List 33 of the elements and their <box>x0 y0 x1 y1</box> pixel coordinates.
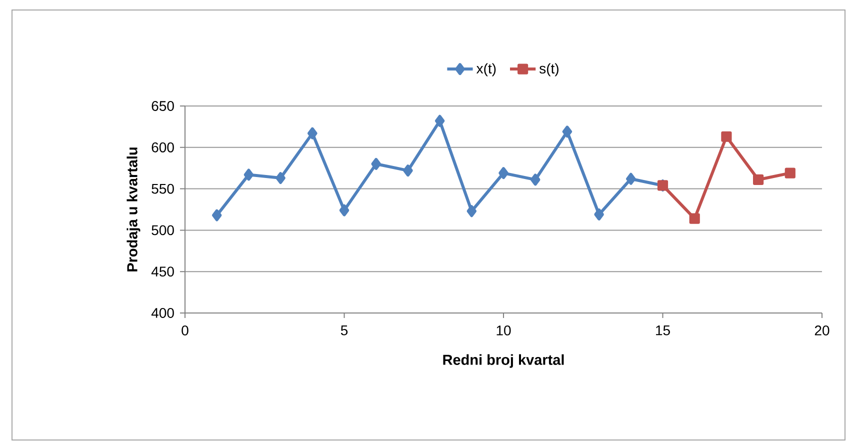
y-tick-label: 500 <box>152 225 174 236</box>
point <box>784 168 796 178</box>
point <box>562 126 572 138</box>
y-tick-label: 650 <box>152 101 174 111</box>
legend-label: s(t) <box>540 63 558 76</box>
x-tick-label: 0 <box>182 326 188 336</box>
point <box>721 131 732 142</box>
y-tick-label: 400 <box>151 308 174 318</box>
point <box>753 174 764 185</box>
point <box>403 164 413 177</box>
point <box>466 205 477 218</box>
y-tick-label: 450 <box>151 266 174 277</box>
x-tick-label: 5 <box>340 326 348 336</box>
point <box>308 127 318 140</box>
x-tick-label: 20 <box>814 326 830 336</box>
point <box>371 158 381 170</box>
point <box>339 204 350 216</box>
y-axis-title: Prodaja u kvartalu <box>126 148 140 272</box>
x-tick-label: 15 <box>656 326 670 336</box>
point <box>594 208 604 220</box>
point <box>626 172 636 185</box>
point <box>689 213 700 224</box>
x-axis-title: Redni broj kvartal <box>443 354 564 368</box>
point <box>498 167 508 180</box>
point <box>244 168 254 181</box>
legend-label: x(t) <box>476 63 496 76</box>
x-tick-label: 10 <box>496 326 511 336</box>
point <box>212 209 222 222</box>
point <box>434 114 445 127</box>
y-tick-label: 600 <box>152 142 174 152</box>
y-tick-label: 550 <box>152 184 174 194</box>
point <box>276 172 286 184</box>
point <box>530 174 540 186</box>
